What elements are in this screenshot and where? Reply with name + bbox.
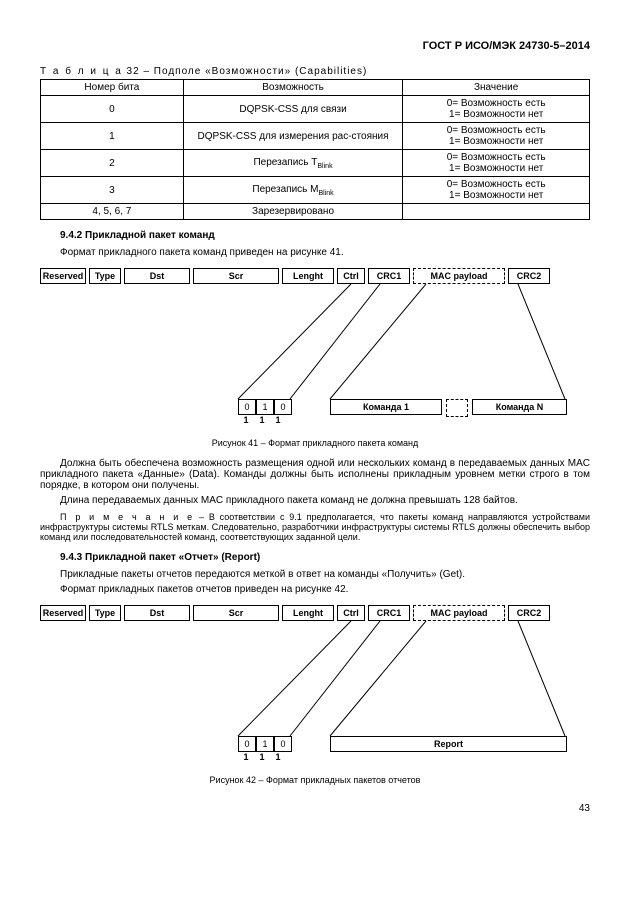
pkt-field-crc2: CRC2	[508, 605, 550, 621]
table-row: 0 DQPSK-CSS для связи 0= Возможность ест…	[41, 96, 590, 123]
fig41-gap	[446, 399, 468, 417]
table-32: Номер бита Возможность Значение 0 DQPSK-…	[40, 79, 590, 220]
pkt-field-ctrl: Ctrl	[337, 605, 365, 621]
pkt-field-crc1: CRC1	[368, 605, 410, 621]
para2: Длина передаваемых данных MAC прикладног…	[40, 495, 590, 506]
note: П р и м е ч а н и е – В соответствии с 9…	[40, 512, 590, 542]
para1: Должна быть обеспечена возможность разме…	[40, 458, 590, 491]
pkt-field-crc2: CRC2	[508, 268, 550, 284]
th-cap: Возможность	[183, 80, 403, 96]
fig41-cmd1: Команда 1	[330, 399, 442, 415]
fig41-pkt-row: ReservedTypeDstScrLenghtCtrlCRC1MAC payl…	[40, 268, 590, 284]
fig42-caption: Рисунок 42 – Формат прикладных пакетов о…	[40, 775, 590, 785]
th-val: Значение	[403, 80, 590, 96]
page-number: 43	[40, 803, 590, 814]
th-bit: Номер бита	[41, 80, 184, 96]
pkt-field-mac-payload: MAC payload	[413, 268, 505, 284]
fig41-ctrl-labels: 1 1 1	[238, 415, 286, 425]
sec-942-intro: Формат прикладного пакета команд приведе…	[60, 247, 590, 258]
fig42-diagram: 0 1 0 1 1 1 Report	[40, 621, 590, 771]
pkt-field-dst: Dst	[124, 268, 190, 284]
table-row: 1 DQPSK-CSS для измерения рас-стояния 0=…	[41, 123, 590, 150]
fig42-ctrl-labels: 1 1 1	[238, 752, 286, 762]
sec-942-title: 9.4.2 Прикладной пакет команд	[60, 230, 590, 241]
pkt-field-lenght: Lenght	[282, 268, 334, 284]
pkt-field-ctrl: Ctrl	[337, 268, 365, 284]
pkt-field-scr: Scr	[193, 605, 279, 621]
fig41-diagram: 0 1 0 1 1 1 Команда 1 Команда N	[40, 284, 590, 434]
table-row: 4, 5, 6, 7 Зарезервировано	[41, 204, 590, 220]
fig41-cmdN: Команда N	[472, 399, 567, 415]
sec-943-p1: Прикладные пакеты отчетов передаются мет…	[60, 569, 590, 580]
pkt-field-reserved: Reserved	[40, 268, 86, 284]
table-row: 3 Перезапись MBlink 0= Возможность есть1…	[41, 177, 590, 204]
pkt-field-type: Type	[89, 605, 121, 621]
pkt-field-reserved: Reserved	[40, 605, 86, 621]
fig42-pkt-row: ReservedTypeDstScrLenghtCtrlCRC1MAC payl…	[40, 605, 590, 621]
pkt-field-crc1: CRC1	[368, 268, 410, 284]
pkt-field-type: Type	[89, 268, 121, 284]
table-row: 2 Перезапись TBlink 0= Возможность есть1…	[41, 150, 590, 177]
fig42-report: Report	[330, 736, 567, 752]
doc-header: ГОСТ Р ИСО/МЭК 24730-5–2014	[40, 40, 590, 52]
fig41-caption: Рисунок 41 – Формат прикладного пакета к…	[40, 438, 590, 448]
pkt-field-lenght: Lenght	[282, 605, 334, 621]
pkt-field-mac-payload: MAC payload	[413, 605, 505, 621]
fig42-ctrl-bits: 0 1 0	[238, 736, 292, 752]
fig41-ctrl-bits: 0 1 0	[238, 399, 292, 415]
pkt-field-scr: Scr	[193, 268, 279, 284]
sec-943-p2: Формат прикладных пакетов отчетов привед…	[60, 584, 590, 595]
sec-943-title: 9.4.3 Прикладной пакет «Отчет» (Report)	[60, 552, 590, 563]
table-32-caption: Т а б л и ц а 32 – Подполе «Возможности»…	[40, 66, 590, 77]
pkt-field-dst: Dst	[124, 605, 190, 621]
